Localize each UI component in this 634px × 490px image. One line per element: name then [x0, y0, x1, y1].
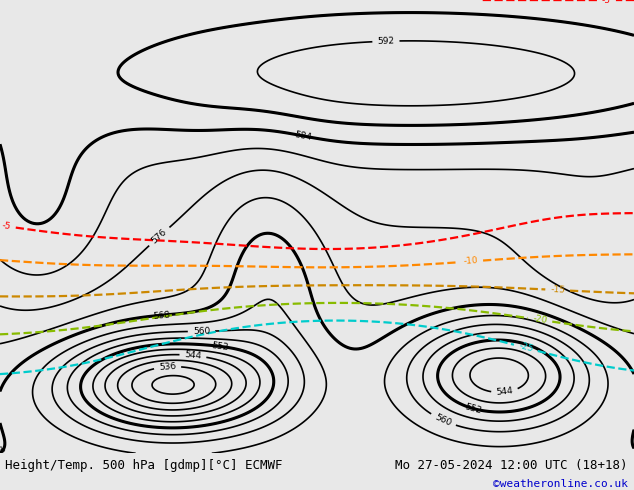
- Text: 544: 544: [496, 387, 514, 397]
- Text: -25: -25: [517, 342, 534, 354]
- Text: 576: 576: [150, 227, 169, 245]
- Text: Mo 27-05-2024 12:00 UTC (18+18): Mo 27-05-2024 12:00 UTC (18+18): [395, 459, 628, 471]
- Text: 584: 584: [294, 130, 313, 142]
- Text: 568: 568: [0, 443, 8, 463]
- Text: 560: 560: [193, 327, 210, 336]
- Text: 560: 560: [434, 413, 453, 428]
- Text: -5: -5: [602, 0, 611, 4]
- Text: -20: -20: [532, 314, 548, 325]
- Text: -5: -5: [1, 221, 11, 231]
- Text: 544: 544: [184, 350, 202, 361]
- Text: 552: 552: [463, 402, 482, 415]
- Text: ©weatheronline.co.uk: ©weatheronline.co.uk: [493, 480, 628, 490]
- Text: 536: 536: [158, 362, 176, 372]
- Text: Height/Temp. 500 hPa [gdmp][°C] ECMWF: Height/Temp. 500 hPa [gdmp][°C] ECMWF: [5, 459, 283, 471]
- Text: -15: -15: [550, 285, 566, 295]
- Text: -10: -10: [463, 256, 479, 267]
- Text: 592: 592: [377, 36, 394, 46]
- Text: 568: 568: [152, 310, 170, 320]
- Text: 552: 552: [212, 341, 230, 352]
